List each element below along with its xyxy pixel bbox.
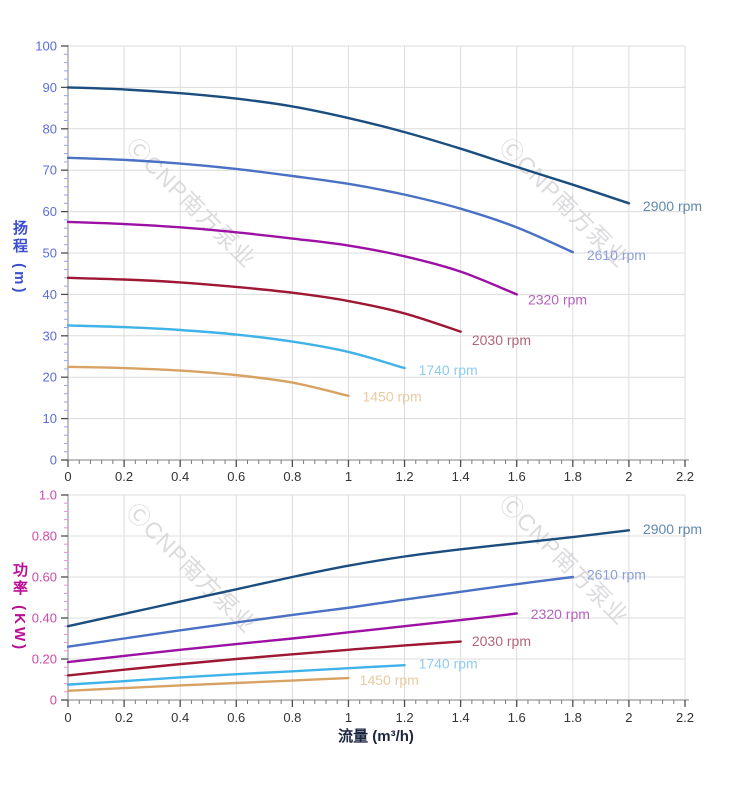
- flow-x-axis-title: 流量 (m³/h): [338, 728, 414, 745]
- head-x-tick-label: 0.8: [283, 469, 301, 484]
- head-x-tick-label: 1.6: [508, 469, 526, 484]
- head-y-axis-title: 扬程 (m): [11, 220, 28, 296]
- head-curve-2320-rpm: [66, 220, 518, 296]
- head-chart-axes: 0 0.2 0.4 0.6 0.8 1 1.2 1.4 1.6 1.8 2 2.2 0 10 20 30 40 5…: [35, 39, 694, 485]
- head-y-tick-label: 0: [50, 453, 57, 468]
- head-curve-1450-rpm: [66, 365, 350, 398]
- head-x-tick-label: 0.4: [171, 469, 189, 484]
- head-y-tick-label: 10: [43, 411, 57, 426]
- power-x-tick-label: 1: [345, 710, 352, 725]
- power-curve-2610-rpm: [66, 575, 575, 648]
- head-curve-1740-rpm: [66, 324, 406, 370]
- power-curve-label-1450-rpm: 1450 rpm: [360, 672, 419, 688]
- head-curve-label-2030-rpm: 2030 rpm: [472, 332, 531, 348]
- power-x-tick-label: 0: [64, 710, 71, 725]
- head-curve-2610-rpm: [66, 156, 575, 254]
- head-chart-series: 2900 rpm 2610 rpm 2320 rpm 2030 rpm 1740 rpm…: [66, 86, 702, 405]
- head-y-tick-label: 50: [43, 246, 57, 261]
- head-x-tick-label: 0.2: [115, 469, 133, 484]
- head-y-tick-label: 90: [43, 80, 57, 95]
- head-x-tick-label: 0.6: [227, 469, 245, 484]
- head-x-tick-label: 1.2: [396, 469, 414, 484]
- power-curve-label-2030-rpm: 2030 rpm: [472, 633, 531, 649]
- head-curve-2030-rpm: [66, 276, 462, 333]
- power-y-tick-label: 0: [50, 693, 57, 708]
- head-x-tick-label: 2.2: [676, 469, 694, 484]
- head-curve-label-1740-rpm: 1740 rpm: [419, 362, 478, 378]
- power-curve-1450-rpm: [66, 676, 350, 692]
- cnp-logo-watermark: ⒸCNP南方泵业: [121, 498, 261, 638]
- power-x-tick-label: 0.4: [171, 710, 189, 725]
- power-curve-2030-rpm: [66, 640, 462, 677]
- head-y-tick-label: 20: [43, 370, 57, 385]
- head-x-tick-label: 2: [625, 469, 632, 484]
- head-y-tick-label: 80: [43, 121, 57, 136]
- power-x-tick-label: 0.2: [115, 710, 133, 725]
- head-y-tick-label: 30: [43, 328, 57, 343]
- power-x-tick-label: 2.2: [676, 710, 694, 725]
- head-y-tick-label: 40: [43, 287, 57, 302]
- head-x-tick-label: 1.4: [452, 469, 470, 484]
- head-curve-label-1450-rpm: 1450 rpm: [362, 389, 421, 405]
- power-curve-2900-rpm: [66, 529, 631, 628]
- head-grid: [68, 45, 686, 460]
- power-y-tick-label: 0.60: [32, 570, 57, 585]
- power-curve-1740-rpm: [66, 663, 406, 686]
- power-x-tick-label: 0.8: [283, 710, 301, 725]
- power-curve-label-1740-rpm: 1740 rpm: [419, 656, 478, 672]
- power-curve-label-2320-rpm: 2320 rpm: [531, 606, 590, 622]
- power-curve-label-2610-rpm: 2610 rpm: [587, 567, 646, 583]
- head-curve-label-2320-rpm: 2320 rpm: [528, 291, 587, 307]
- power-y-tick-label: 0.40: [32, 611, 57, 626]
- head-curve-label-2900-rpm: 2900 rpm: [643, 198, 702, 214]
- head-x-tick-label: 0: [64, 469, 71, 484]
- head-curve-label-2610-rpm: 2610 rpm: [587, 247, 646, 263]
- power-y-tick-label: 0.80: [32, 529, 57, 544]
- cnp-logo-watermark: ⒸCNP南方泵业: [121, 133, 261, 273]
- power-y-tick-label: 1.0: [39, 488, 57, 503]
- head-y-tick-label: 60: [43, 204, 57, 219]
- power-x-tick-label: 1.8: [564, 710, 582, 725]
- power-x-tick-label: 1.2: [396, 710, 414, 725]
- head-y-tick-label: 100: [35, 39, 57, 54]
- power-x-tick-label: 0.6: [227, 710, 245, 725]
- head-y-tick-label: 70: [43, 163, 57, 178]
- power-curve-2320-rpm: [66, 612, 518, 664]
- power-x-tick-label: 1.4: [452, 710, 470, 725]
- power-y-tick-label: 0.20: [32, 652, 57, 667]
- power-curve-label-2900-rpm: 2900 rpm: [643, 521, 702, 537]
- power-x-tick-label: 1.6: [508, 710, 526, 725]
- head-curve-2900-rpm: [66, 86, 631, 205]
- power-x-tick-label: 2: [625, 710, 632, 725]
- head-x-tick-label: 1.8: [564, 469, 582, 484]
- power-y-axis-title: 功率 (KW): [11, 562, 28, 653]
- head-x-tick-label: 1: [345, 469, 352, 484]
